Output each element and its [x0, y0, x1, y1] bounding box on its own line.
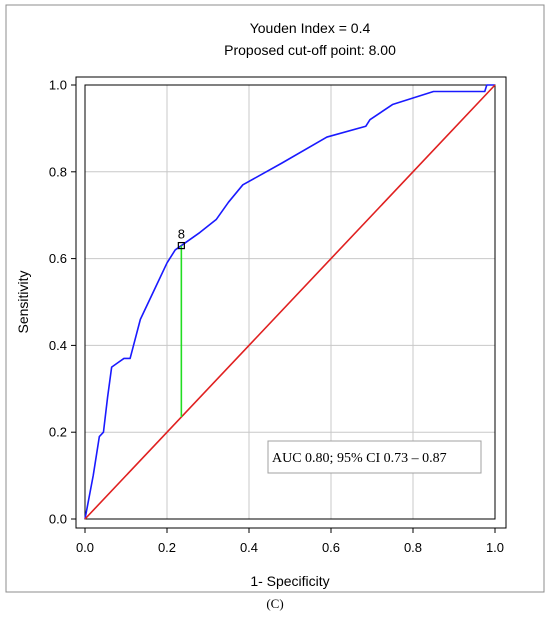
- series-group: [84, 84, 496, 520]
- figure-caption: (C): [266, 596, 283, 611]
- auc-box: [267, 440, 482, 474]
- auc-annotation: AUC 0.80; 95% CI 0.73 – 0.87: [272, 451, 447, 466]
- y-tick-label: 0.0: [49, 512, 67, 527]
- plot-area-border: [84, 84, 496, 520]
- cutoff-point-label: 8: [178, 227, 185, 242]
- x-tick-label: 0.4: [240, 540, 258, 555]
- y-axis-label: Sensitivity: [15, 270, 31, 333]
- y-tick-label: 0.2: [49, 425, 67, 440]
- y-tick-label: 0.8: [49, 164, 67, 179]
- x-tick-label: 0.0: [76, 540, 94, 555]
- x-axis-label: 1- Specificity: [250, 573, 329, 589]
- reference-diagonal-line: [84, 84, 496, 520]
- roc-curve-line: [84, 84, 495, 520]
- figure-frame: [5, 4, 545, 593]
- cutoff-point-marker: [177, 241, 185, 250]
- chart-title-line2: Proposed cut-off point: 8.00: [224, 42, 396, 58]
- y-tick-label: 0.6: [49, 251, 67, 266]
- x-tick-label: 0.2: [158, 540, 176, 555]
- plot-frame: [75, 76, 507, 529]
- y-tick-label: 1.0: [49, 78, 67, 93]
- x-tick-label: 1.0: [486, 540, 504, 555]
- axis-ticks: 0.0 0.2 0.4 0.6 0.8 1.0 0.0 0.2 0.4 0.6 0.8 1.0: [49, 78, 504, 556]
- x-tick-label: 0.8: [404, 540, 422, 555]
- chart-title-line1: Youden Index = 0.4: [250, 20, 371, 36]
- y-tick-label: 0.4: [49, 338, 67, 353]
- x-tick-label: 0.6: [322, 540, 340, 555]
- cutoff-group: 8: [177, 227, 185, 418]
